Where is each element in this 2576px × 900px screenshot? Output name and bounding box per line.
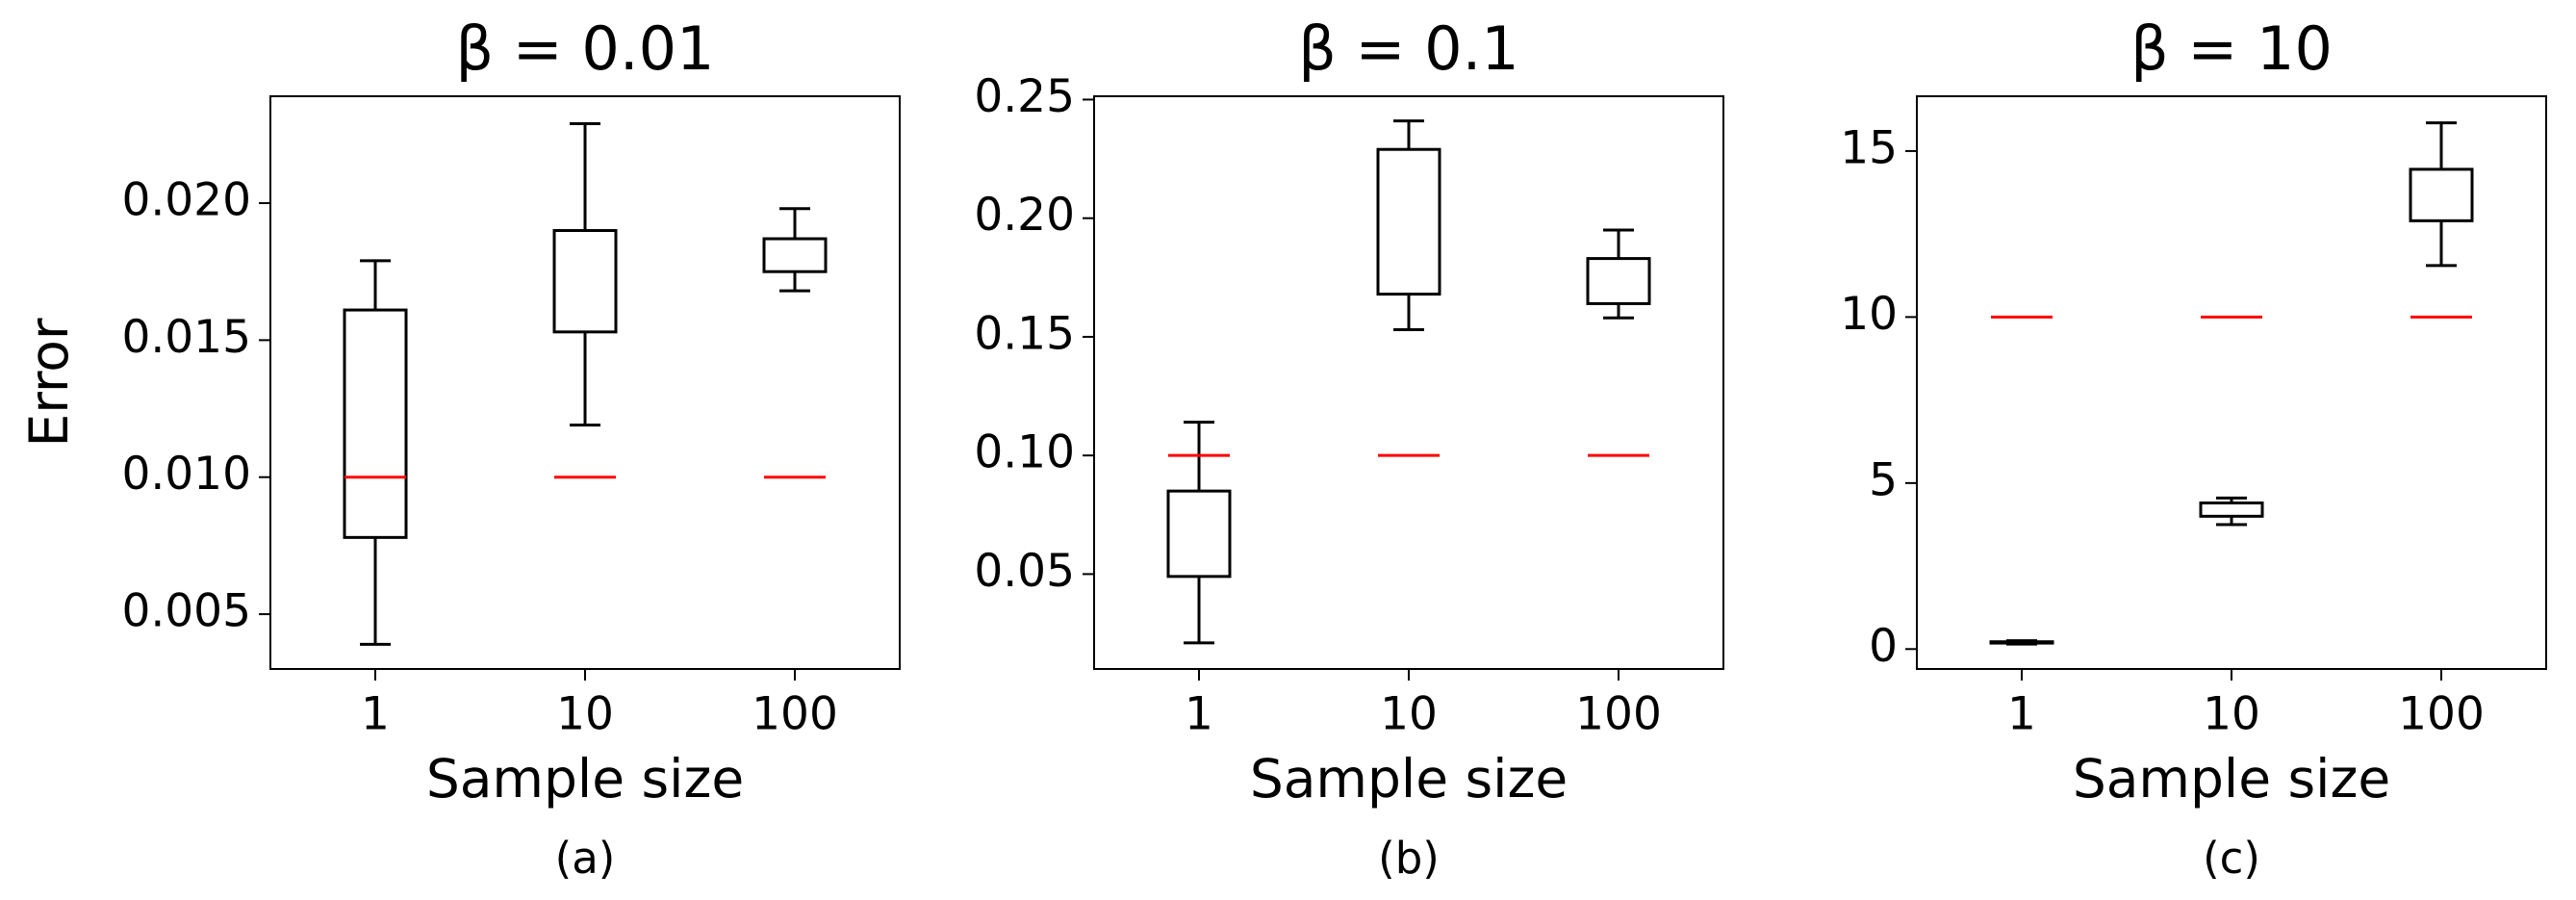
- x-tick-label: 100: [2398, 688, 2485, 741]
- box: [2199, 501, 2264, 518]
- x-tick-label: 10: [1380, 688, 1438, 741]
- box: [343, 308, 408, 539]
- y-tick-label: 0: [1869, 620, 1898, 673]
- y-tick-label: 10: [1840, 288, 1898, 341]
- plot-frame: [1093, 95, 1724, 670]
- x-tick-label: 100: [752, 688, 838, 741]
- box: [1376, 147, 1441, 296]
- caption: (a): [555, 833, 616, 884]
- box: [1989, 640, 2054, 645]
- y-axis-label: Error: [18, 318, 80, 447]
- chart-title: β = 10: [2130, 13, 2333, 84]
- box: [1166, 489, 1232, 579]
- box: [762, 237, 828, 273]
- y-tick-label: 0.005: [121, 585, 251, 638]
- y-tick-label: 0.25: [974, 70, 1075, 123]
- y-tick-label: 0.010: [121, 448, 251, 501]
- y-tick-label: 0.015: [121, 311, 251, 364]
- x-tick-label: 10: [2203, 688, 2260, 741]
- x-tick-label: 1: [1185, 688, 1213, 741]
- x-tick-label: 10: [556, 688, 614, 741]
- chart-title: β = 0.01: [456, 13, 715, 84]
- caption: (c): [2203, 833, 2260, 884]
- x-tick-label: 100: [1575, 688, 1662, 741]
- x-axis-label: Sample size: [2073, 748, 2390, 810]
- chart-title: β = 0.1: [1298, 13, 1519, 84]
- box: [1586, 257, 1651, 305]
- y-tick-label: 0.020: [121, 174, 251, 227]
- plot-frame: [1916, 95, 2547, 670]
- y-tick-label: 5: [1869, 453, 1898, 506]
- y-tick-label: 0.05: [974, 545, 1075, 598]
- box: [552, 228, 618, 334]
- x-tick-label: 1: [361, 688, 390, 741]
- y-tick-label: 0.15: [974, 307, 1075, 360]
- caption: (b): [1378, 833, 1440, 884]
- x-axis-label: Sample size: [1250, 748, 1568, 810]
- y-tick-label: 15: [1840, 121, 1898, 174]
- y-tick-label: 0.20: [974, 189, 1075, 242]
- box: [2409, 167, 2474, 222]
- x-axis-label: Sample size: [426, 748, 744, 810]
- x-tick-label: 1: [2007, 688, 2036, 741]
- y-tick-label: 0.10: [974, 426, 1075, 479]
